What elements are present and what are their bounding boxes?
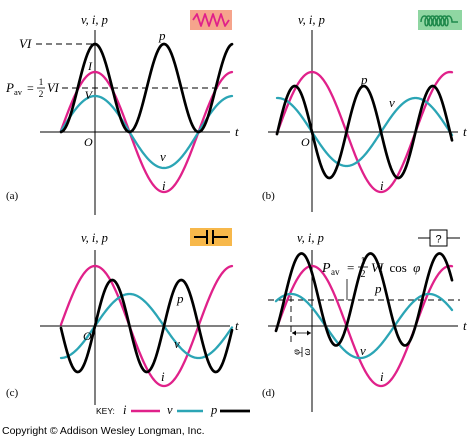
panel-d-pav-label: P av = 1 2 VI cos φ: [321, 256, 420, 280]
panel-b-v-label: v: [389, 95, 395, 110]
resistor-icon: [190, 10, 232, 30]
panel-b-axis-label: v, i, p: [298, 13, 325, 27]
panel-d-p-label: p: [374, 281, 382, 296]
capacitor-icon: [190, 228, 232, 246]
pav-rhs-expression: VI cos φ: [371, 260, 420, 275]
panel-b-i-label: i: [380, 178, 384, 193]
panel-d-power-curve: [274, 252, 454, 347]
panel-a-voltage-curve: [59, 94, 234, 170]
key-i-label: i: [123, 403, 127, 417]
panel-a-v-label: v: [160, 149, 166, 164]
pav-subscript: av: [14, 87, 23, 97]
panel-c-origin: O: [83, 329, 92, 343]
pav-rhs: VI: [371, 260, 384, 275]
panel-c-current-curve: [59, 264, 234, 388]
pav-rhs: VI: [47, 81, 60, 95]
panel-c-axis-label: v, i, p: [81, 231, 108, 245]
panel-b-caption: (b): [262, 190, 275, 202]
panel-a-p-label: p: [158, 28, 166, 43]
panel-a-current-curve: [59, 70, 234, 194]
panel-c: v, i, p p O v i t (c): [6, 228, 239, 405]
panel-c-power-curve: [59, 278, 234, 374]
pav-denominator: 2: [361, 269, 366, 280]
panel-c-voltage-curve: [59, 292, 234, 360]
pav-numerator: 1: [361, 256, 366, 267]
panel-c-time-label: t: [235, 318, 239, 333]
panel-d-v-label: v: [360, 343, 366, 358]
pav-denominator: 2: [39, 90, 44, 100]
pav-equals: =: [27, 81, 34, 95]
panel-a-power-curve: [59, 42, 234, 134]
panel-a: v, i, p VI P av = 1 2 VI I V p O v i t (…: [5, 10, 239, 215]
phase-denominator: ω: [302, 348, 313, 355]
panel-b-time-label: t: [463, 124, 467, 139]
panel-b-current-curve: [275, 70, 454, 194]
panel-c-p-label: p: [176, 291, 184, 306]
panel-d-i-label: i: [380, 369, 384, 384]
panel-d-phase-label: φ ω: [292, 347, 313, 357]
pav-symbol: P: [321, 261, 331, 276]
pav-equals: =: [347, 260, 354, 275]
panel-a-peak-v-label: V: [85, 88, 94, 102]
unknown-element-icon: ?: [418, 229, 460, 247]
copyright-notice: Copyright © Addison Wesley Longman, Inc.: [2, 425, 204, 437]
panel-d-caption: (d): [262, 387, 275, 399]
panel-b-power-curve: [275, 84, 454, 180]
phase-numerator: φ: [292, 349, 303, 355]
panel-a-origin: O: [84, 135, 93, 149]
inductor-icon: [418, 10, 462, 30]
panel-b-origin: O: [301, 135, 310, 149]
panel-a-pav-label: P av = 1 2 VI: [5, 78, 60, 100]
pav-numerator: 1: [39, 78, 44, 88]
panel-d-axis-label: v, i, p: [297, 231, 324, 245]
panel-b: v, i, p p v O i t (b): [262, 10, 467, 212]
panel-a-time-label: t: [235, 124, 239, 139]
key-p-label: p: [210, 403, 217, 417]
pav-subscript: av: [331, 267, 340, 277]
panel-d-phase-arrow: [292, 330, 311, 336]
panel-a-i-label: i: [162, 178, 166, 193]
panel-a-axis-label: v, i, p: [81, 13, 108, 27]
key-v-label: v: [167, 403, 173, 417]
panel-d: φ ω v, i, p P av = 1 2 VI cos φ p v i t …: [262, 229, 467, 412]
panel-b-p-label: p: [360, 72, 368, 87]
legend-key: KEY: i v p: [96, 403, 250, 417]
unknown-element-label: ?: [435, 234, 441, 246]
panel-c-v-label: v: [174, 336, 180, 351]
panel-a-peak-i-label: I: [87, 59, 93, 73]
panel-d-current-curve: [274, 264, 454, 388]
panel-c-caption: (c): [6, 387, 19, 399]
key-label: KEY:: [96, 406, 115, 416]
panel-a-caption: (a): [6, 190, 19, 202]
panel-d-time-label: t: [463, 318, 467, 333]
panel-a-vi-label: VI: [19, 36, 32, 51]
pav-symbol: P: [5, 80, 14, 95]
panel-c-i-label: i: [161, 369, 165, 384]
pav-func: cos: [390, 260, 407, 275]
pav-angle: φ: [413, 260, 420, 275]
